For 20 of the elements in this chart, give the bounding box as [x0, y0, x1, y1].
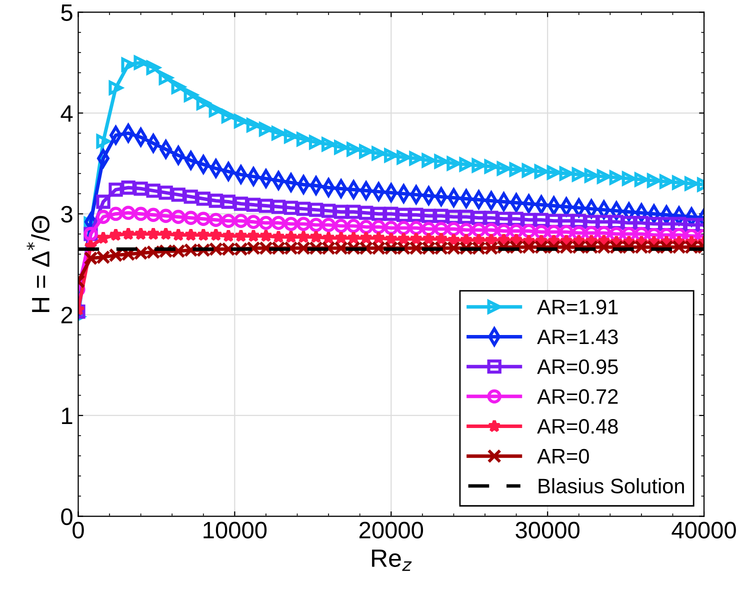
y-axis-title: H = Δ$^{*}$/Θ	[26, 216, 50, 312]
x-tick-label: 20000	[359, 522, 424, 538]
y-tick-label: 3	[61, 206, 72, 223]
y-tick-label: 0	[61, 508, 72, 526]
legend-label: AR=0.48	[537, 419, 618, 434]
y-tick-label: 2	[61, 306, 72, 324]
y-tick-label: 1	[62, 408, 72, 424]
x-tick-label: 0	[72, 522, 84, 538]
x-axis-title: Re$_{z}$	[372, 550, 412, 571]
legend-label: AR=0.95	[537, 359, 618, 374]
legend-label: AR=0.72	[537, 389, 618, 404]
y-tick-label: 4	[60, 105, 73, 122]
legend-label: AR=1.43	[537, 329, 618, 344]
x-tick-label: 30000	[516, 522, 580, 538]
x-tick-label: 10000	[204, 522, 267, 538]
y-tick-label: 5	[61, 4, 72, 22]
legend-label: AR=1.91	[537, 300, 618, 314]
legend-label: AR=0	[537, 448, 589, 464]
legend-label: Blasius Solution	[538, 478, 684, 494]
x-tick-label: 40000	[672, 522, 736, 538]
